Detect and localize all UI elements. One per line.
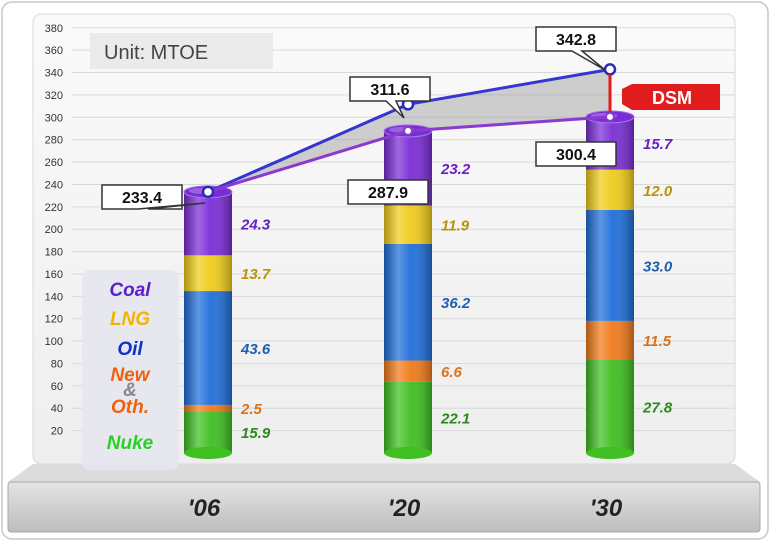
bar-percent-label: 15.9: [241, 425, 271, 442]
y-axis: 20 40 60 80 100 120 140 160 180 200 220 240 260 280 30…: [45, 23, 63, 438]
bau-point: [603, 63, 617, 76]
bar-segment-shade: [184, 291, 232, 405]
y-tick-label: 320: [45, 90, 63, 102]
bar-segment-shade: [586, 169, 634, 210]
legend-item: Nuke: [107, 433, 154, 454]
bar-percent-label: 6.6: [441, 364, 463, 381]
y-tick-label: 200: [45, 224, 63, 236]
bau-label-30-box: [535, 26, 617, 71]
bar-percent-label: 22.1: [440, 410, 470, 427]
stacked-bars: [183, 110, 635, 459]
bar-percent-label: 11.9: [441, 218, 470, 235]
total-label-30-text: 300.4: [556, 147, 596, 164]
bar-percent-label: 43.6: [240, 341, 271, 358]
x-tick-label: '06: [188, 495, 221, 522]
y-tick-label: 340: [45, 68, 63, 80]
bar-segment-shade: [586, 209, 634, 321]
legend-item: Coal: [109, 280, 151, 301]
bar-segment-shade: [184, 404, 232, 412]
bar-percent-label: 2.5: [240, 401, 263, 418]
y-tick-label: 240: [45, 179, 63, 191]
y-tick-label: 120: [45, 314, 63, 326]
total-label-06-text: 233.4: [122, 190, 162, 207]
bar-segment-shade: [586, 359, 634, 453]
bar-percent-label: 23.2: [440, 161, 471, 178]
bar-percent-label: 27.8: [642, 399, 673, 416]
bar-percent-label: 36.2: [441, 295, 471, 312]
y-tick-label: 40: [51, 403, 63, 415]
bar-percent-label: 12.0: [643, 183, 673, 200]
bar-percent-label: 15.7: [643, 136, 673, 153]
legend-item: Oth.: [111, 397, 149, 418]
bar-segment-shade: [384, 205, 432, 244]
unit-label: Unit: MTOE: [104, 42, 208, 64]
bau-label-30-text: 342.8: [556, 32, 596, 49]
dsm-tag: DSM: [622, 84, 720, 110]
bar-segment-shade: [586, 320, 634, 360]
y-tick-label: 380: [45, 23, 63, 35]
y-tick-label: 160: [45, 269, 63, 281]
total-label-20-text: 287.9: [368, 185, 408, 202]
bar-segment-shade: [184, 411, 232, 453]
x-tick-label: '30: [590, 495, 623, 522]
y-tick-label: 60: [51, 381, 63, 393]
y-tick-label: 180: [45, 247, 63, 259]
total-label-20: 287.9: [347, 179, 429, 205]
y-tick-label: 280: [45, 135, 63, 147]
bar-base: [586, 447, 634, 459]
x-tick-label: '20: [388, 495, 421, 522]
legend-box: [82, 270, 179, 470]
legend-item: New: [110, 365, 150, 386]
total-label-06-box: [101, 184, 206, 210]
bar-segment-shade: [384, 360, 432, 382]
x-axis-labels: '06 '20 '30: [188, 495, 623, 522]
bar-base: [184, 447, 232, 459]
bar-percent-label: 13.7: [241, 266, 271, 283]
y-tick-label: 20: [51, 426, 63, 438]
bar-percent-label: 11.5: [643, 333, 672, 350]
total-point: [605, 111, 615, 122]
y-tick-label: 260: [45, 157, 63, 169]
y-tick-label: 140: [45, 291, 63, 303]
dsm-tag-shape: [622, 84, 720, 110]
legend-item: &: [123, 380, 137, 401]
dsm-label: DSM: [652, 88, 692, 108]
bar-segment-shade: [384, 243, 432, 361]
legend: Coal LNG Oil New&Oth. Nuke: [82, 270, 179, 470]
bar-percent-label: 33.0: [643, 258, 673, 275]
bau-label-30: 342.8: [535, 26, 617, 71]
total-label-20-box: [347, 179, 429, 205]
legend-item: LNG: [110, 309, 150, 330]
y-tick-label: 300: [45, 112, 63, 124]
total-label-30: 300.4: [535, 141, 617, 167]
y-tick-label: 100: [45, 336, 63, 348]
floor-base-top: [8, 464, 760, 482]
bau-label-20-text: 311.6: [370, 82, 409, 99]
total-label-30-box: [535, 141, 617, 167]
bau-point: [201, 185, 215, 199]
bar-segment-shade: [184, 191, 232, 256]
y-tick-label: 80: [51, 358, 63, 370]
bar-percent-label: 24.3: [240, 217, 271, 234]
total-label-06: 233.4: [101, 184, 206, 210]
y-tick-label: 220: [45, 202, 63, 214]
bar-segment-shade: [184, 255, 232, 292]
data-labels: 15.9 2.5 43.6 13.7 24.3 22.1 6.6 36.2 11.9 23.2 27…: [101, 26, 720, 442]
unit-box: Unit: MTOE: [90, 33, 273, 69]
total-point: [403, 125, 413, 136]
bar-segment-shade: [384, 381, 432, 453]
trend-lines: [201, 63, 617, 199]
legend-item: Oil: [117, 339, 143, 360]
bar-base: [384, 447, 432, 459]
y-tick-label: 360: [45, 45, 63, 57]
bau-label-20: 311.6: [349, 76, 431, 119]
floor-base: [7, 481, 761, 533]
bau-label-20-box: [349, 76, 431, 119]
